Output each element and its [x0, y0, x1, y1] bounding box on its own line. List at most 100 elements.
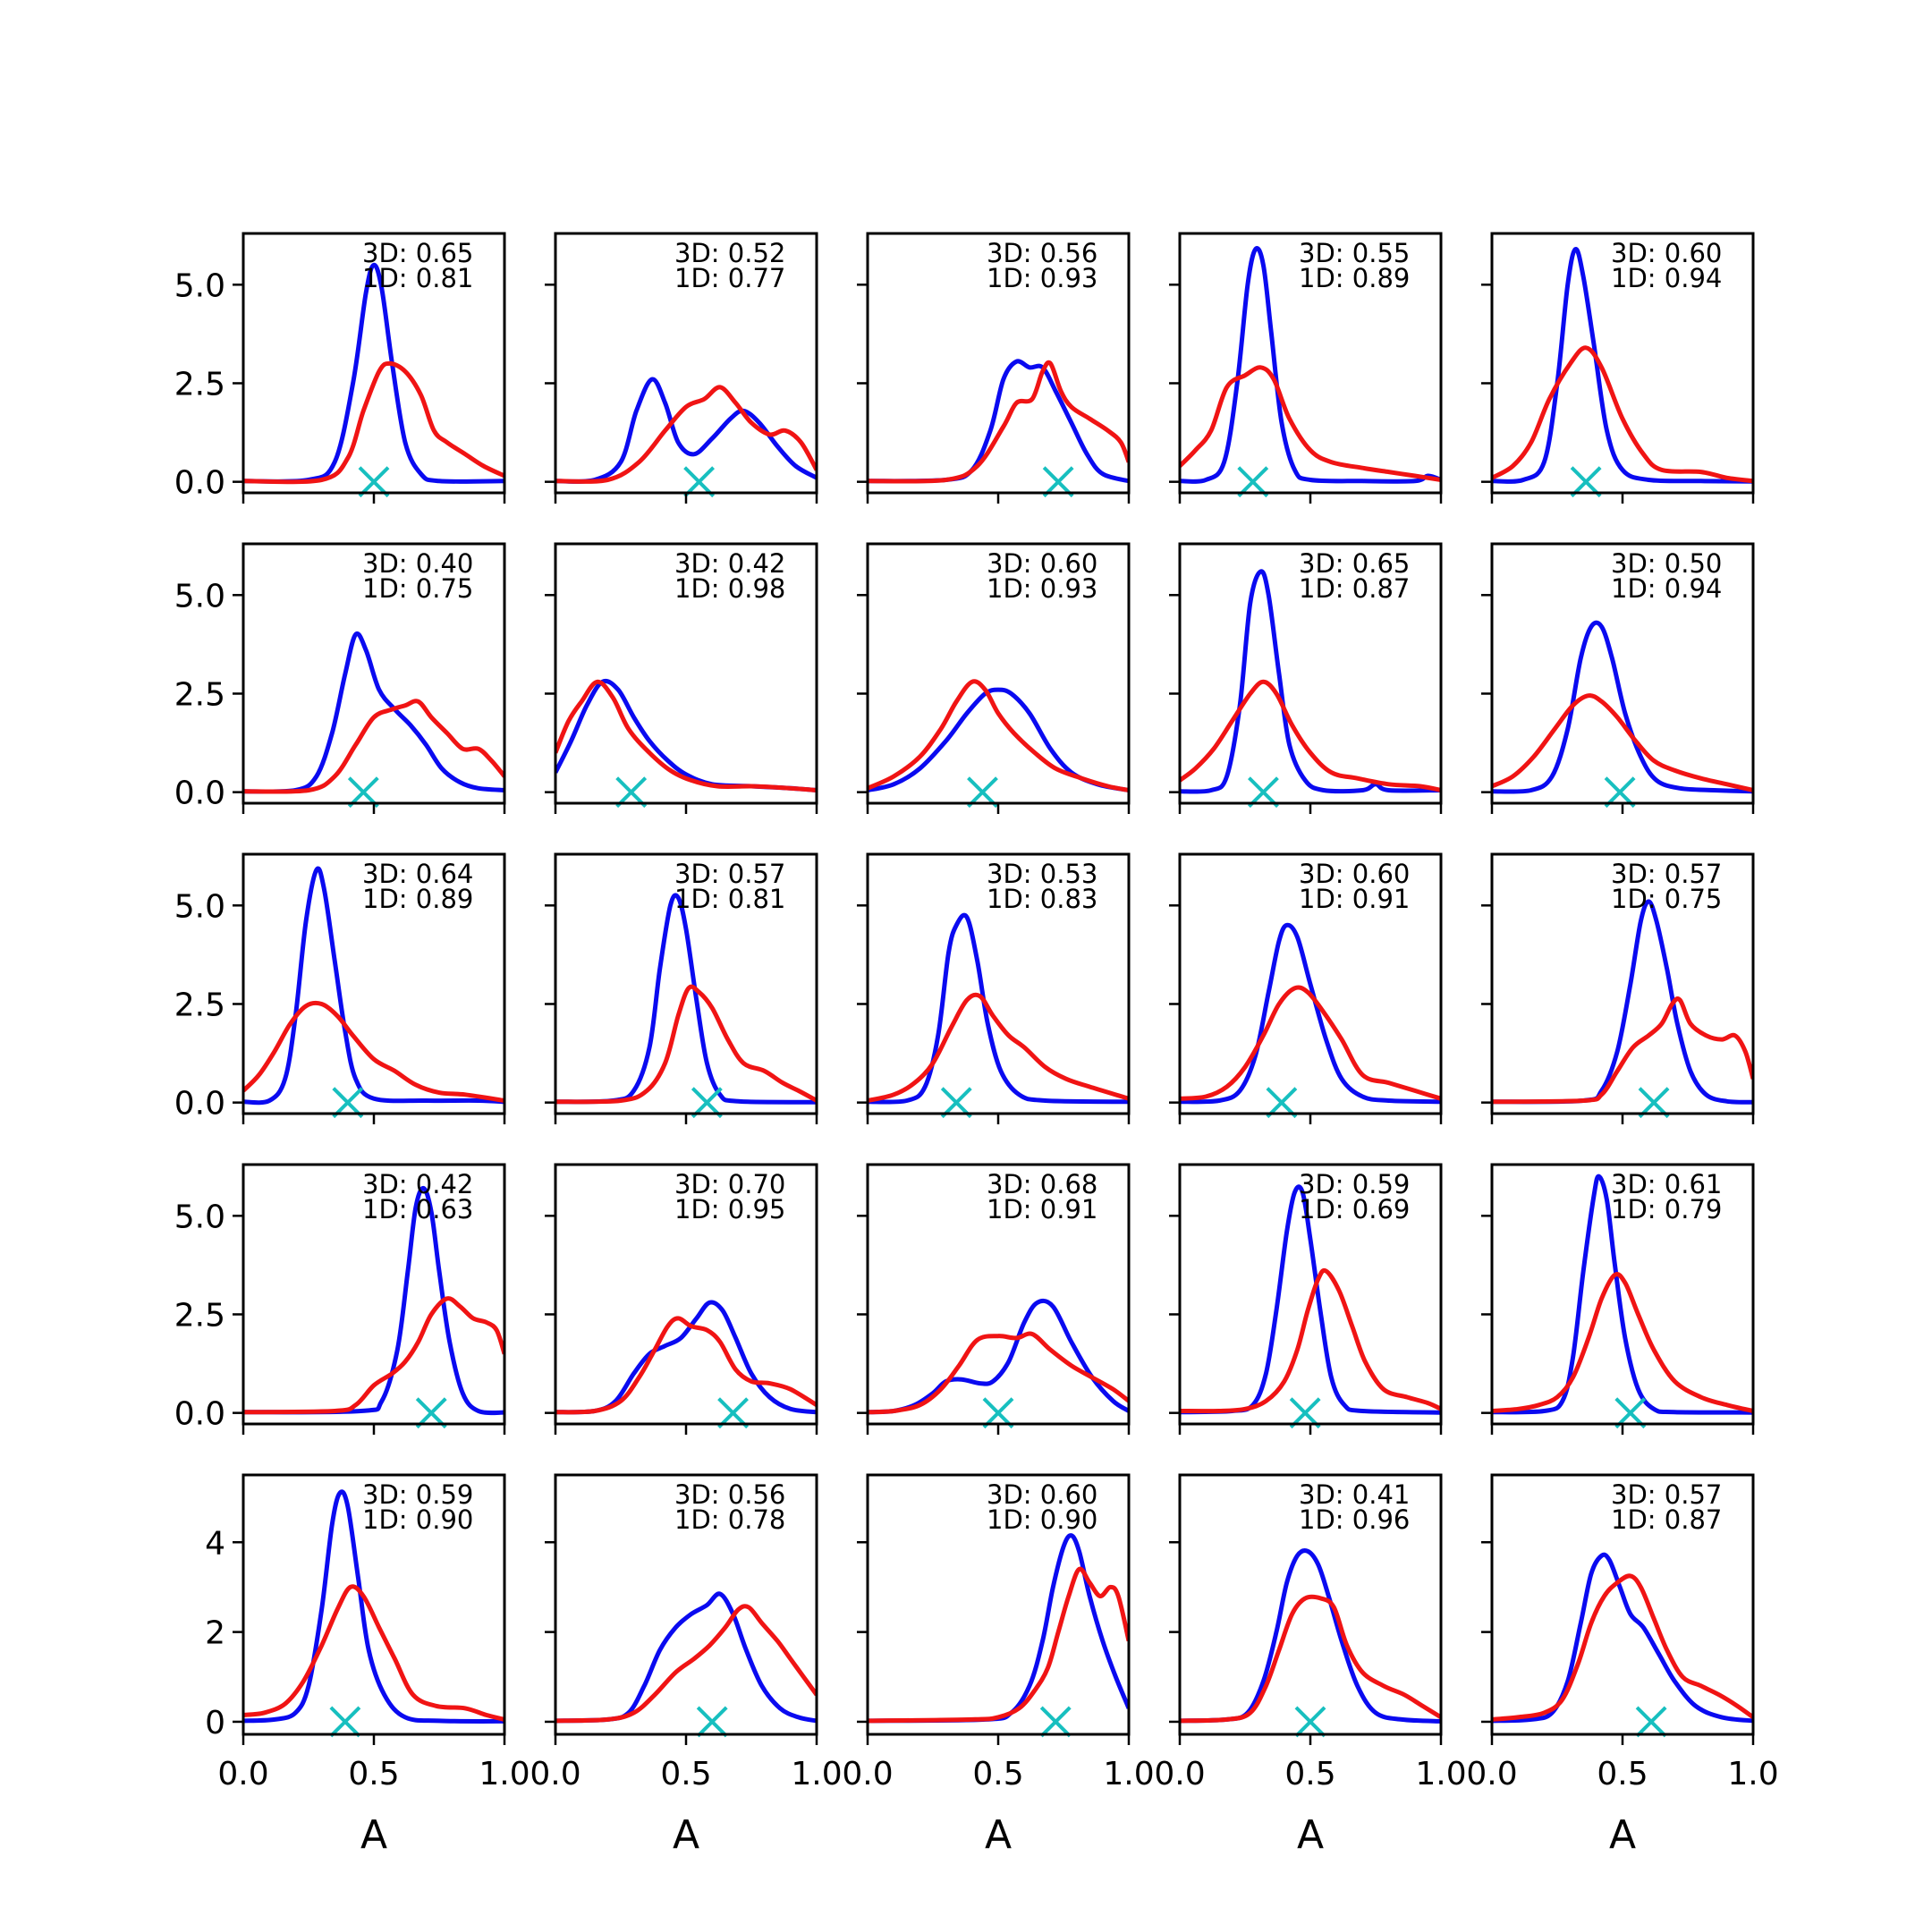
- x-tick-label: 1.0: [791, 1756, 842, 1792]
- series-line-blue: [1492, 247, 1753, 484]
- series-line-blue: [555, 1300, 817, 1415]
- x-tick-label: 0.5: [348, 1756, 399, 1792]
- x-marker-stroke: [1289, 1397, 1321, 1429]
- series-line-blue: [868, 912, 1129, 1105]
- panel-curves: [868, 1298, 1129, 1415]
- series-line-red: [1180, 365, 1441, 482]
- x-marker-stroke: [1042, 466, 1074, 498]
- series-line-red: [1180, 679, 1441, 792]
- series-line-blue: [1180, 1548, 1441, 1724]
- x-marker-stroke: [358, 466, 390, 498]
- x-marker-stroke: [982, 1397, 1014, 1429]
- x-axis-label: A: [1297, 1812, 1324, 1858]
- y-tick-label: 2.5: [174, 987, 225, 1023]
- series-line-red: [555, 984, 817, 1105]
- series-line-blue: [1180, 246, 1441, 484]
- x-marker-stroke: [683, 466, 716, 498]
- annotation-1d: 1D: 0.75: [1611, 884, 1722, 914]
- x-marker-stroke: [1248, 776, 1279, 809]
- series-line-blue: [555, 1591, 817, 1724]
- annotation-3d: 3D: 0.57: [1611, 859, 1722, 889]
- panel-curves: [243, 866, 504, 1106]
- x-marker-stroke: [1614, 1397, 1647, 1429]
- series-line-red: [868, 992, 1129, 1103]
- x-marker: [332, 1087, 364, 1119]
- panel-curves: [555, 377, 817, 484]
- x-marker: [615, 776, 648, 809]
- series-line-red: [1492, 1573, 1753, 1722]
- y-tick-label: 2: [205, 1615, 225, 1652]
- panel-curves: [1492, 1552, 1753, 1724]
- panel-curves: [868, 912, 1129, 1105]
- series-line-blue: [1492, 1174, 1753, 1415]
- y-tick-label: 0.0: [174, 465, 225, 502]
- annotation-1d: 1D: 0.89: [362, 884, 473, 914]
- annotation-3d: 3D: 0.50: [1611, 548, 1722, 579]
- series-line-red: [555, 1604, 817, 1724]
- annotation-3d: 3D: 0.60: [1611, 238, 1722, 268]
- x-marker: [1039, 1706, 1072, 1738]
- x-marker: [1237, 466, 1269, 498]
- x-tick-label: 0.0: [1466, 1756, 1517, 1792]
- x-tick-label: 1.0: [479, 1756, 530, 1792]
- panel-curves: [243, 631, 504, 794]
- y-tick-label: 2.5: [174, 676, 225, 713]
- annotation-1d: 1D: 0.98: [674, 573, 785, 604]
- annotation-3d: 3D: 0.59: [362, 1479, 473, 1510]
- annotation-3d: 3D: 0.56: [987, 238, 1097, 268]
- x-marker: [717, 1397, 749, 1429]
- annotation-1d: 1D: 0.95: [674, 1194, 785, 1224]
- x-marker: [1042, 466, 1074, 498]
- x-marker-stroke: [347, 776, 379, 809]
- annotation-1d: 1D: 0.96: [1299, 1504, 1410, 1535]
- panel-curves: [243, 262, 504, 485]
- panel-curves: [1492, 1174, 1753, 1415]
- y-tick-label: 4: [205, 1525, 225, 1562]
- y-tick-label: 0.0: [174, 775, 225, 812]
- annotation-3d: 3D: 0.53: [987, 859, 1097, 889]
- annotation-1d: 1D: 0.79: [1611, 1194, 1722, 1224]
- series-line-red: [868, 1566, 1129, 1724]
- series-line-red: [1180, 985, 1441, 1101]
- series-line-blue: [868, 1298, 1129, 1415]
- x-tick-label: 0.0: [530, 1756, 580, 1792]
- x-tick-label: 1.0: [1103, 1756, 1154, 1792]
- series-line-blue: [1492, 899, 1753, 1105]
- series-line-red: [243, 1296, 504, 1415]
- panel-curves: [1180, 922, 1441, 1105]
- x-marker: [347, 776, 379, 809]
- annotation-3d: 3D: 0.64: [362, 859, 473, 889]
- panel-curves: [243, 1489, 504, 1724]
- x-marker: [1266, 1087, 1298, 1119]
- x-marker: [940, 1087, 972, 1119]
- annotation-3d: 3D: 0.57: [674, 859, 785, 889]
- x-tick-label: 0.0: [1154, 1756, 1205, 1792]
- x-marker-stroke: [1039, 1706, 1072, 1738]
- annotation-3d: 3D: 0.57: [1611, 1479, 1722, 1510]
- panel-curves: [555, 1300, 817, 1415]
- x-marker: [1638, 1087, 1670, 1119]
- y-tick-label: 0.0: [174, 1086, 225, 1123]
- x-marker-stroke: [717, 1397, 749, 1429]
- x-marker-stroke: [1294, 1706, 1326, 1738]
- y-tick-label: 2.5: [174, 366, 225, 402]
- y-tick-label: 0: [205, 1705, 225, 1741]
- series-line-blue: [555, 377, 817, 484]
- y-tick-label: 5.0: [174, 578, 225, 614]
- annotation-1d: 1D: 0.93: [987, 263, 1097, 293]
- series-line-blue: [243, 866, 504, 1106]
- annotation-1d: 1D: 0.77: [674, 263, 785, 293]
- x-tick-label: 0.0: [217, 1756, 268, 1792]
- x-tick-label: 0.5: [972, 1756, 1023, 1792]
